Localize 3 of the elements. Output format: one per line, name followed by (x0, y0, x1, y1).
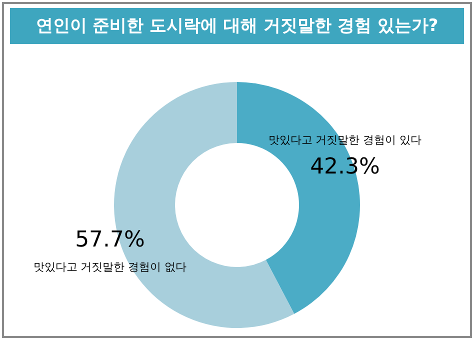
chart-title: 연인이 준비한 도시락에 대해 거짓말한 경험 있는가? (10, 8, 464, 44)
data-label: 57.7% (75, 228, 145, 252)
slice-label: 맛있다고 거짓말한 경험이 없다 (33, 260, 187, 274)
